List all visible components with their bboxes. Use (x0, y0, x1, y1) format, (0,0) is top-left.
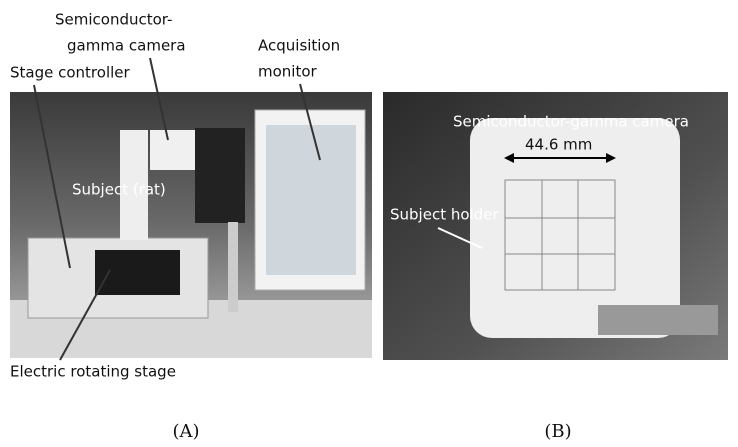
annotation: Subject holder (390, 206, 499, 224)
annotation: Semiconductor- (55, 11, 172, 29)
figure: Semiconductor- gamma camera Stage contro… (0, 0, 738, 447)
panel-label: (A) (172, 421, 199, 442)
annotation: monitor (258, 63, 318, 81)
annotation: Electric rotating stage (10, 363, 176, 381)
annotation: gamma camera (67, 37, 186, 55)
annotation: Acquisition (258, 37, 340, 55)
annotation: Semiconductor-gamma camera (453, 113, 689, 131)
annotation: Subject (rat) (72, 181, 166, 199)
photo-b (383, 92, 728, 360)
annotation: Stage controller (10, 64, 131, 82)
panel-label: (B) (544, 421, 571, 442)
annotation: 44.6 mm (525, 136, 592, 154)
photo-a (10, 92, 372, 358)
